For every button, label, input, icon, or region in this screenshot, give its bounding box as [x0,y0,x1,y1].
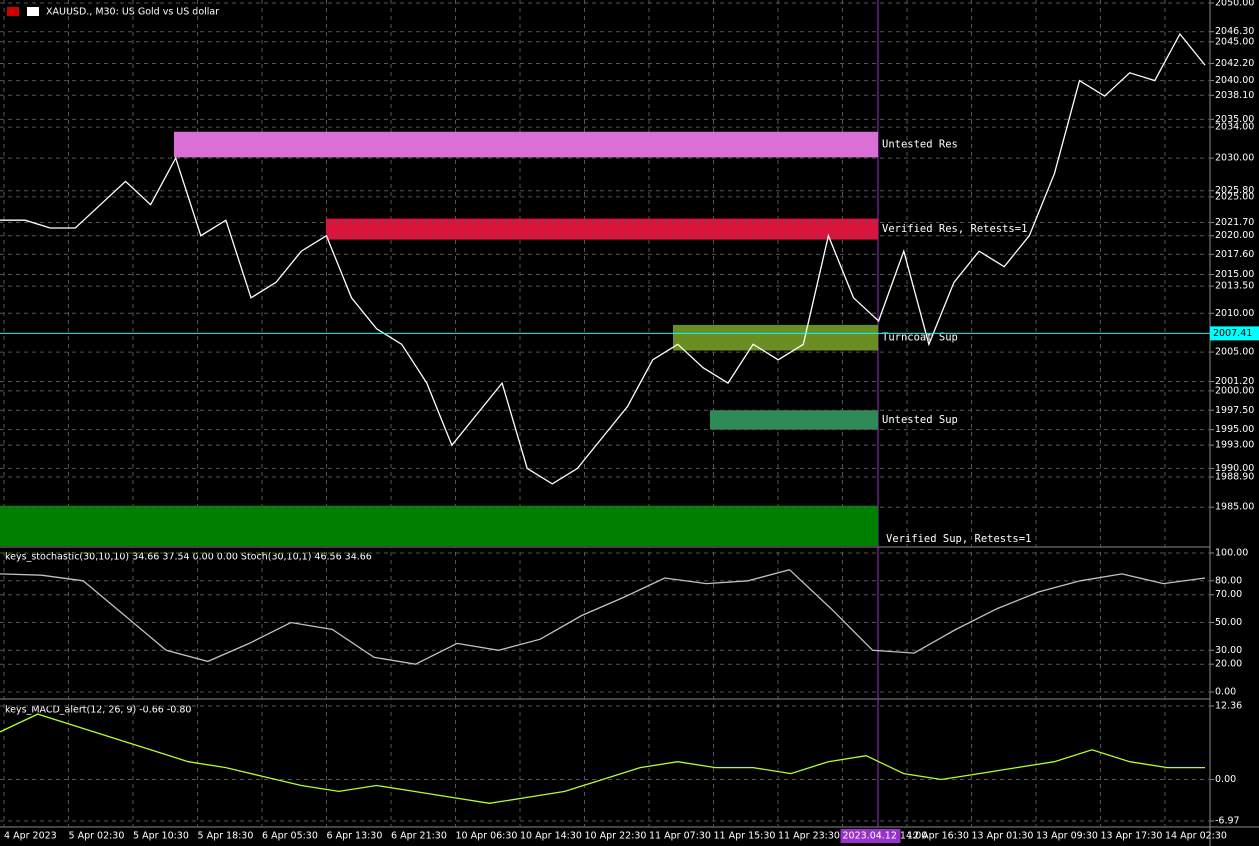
y-tick-label: 1995.00 [1215,424,1254,435]
panel-title: keys_MACD_alert(12, 26, 9) -0.66 -0.80 [5,705,191,716]
x-tick-label: 13 Apr 01:30 [972,831,1034,842]
y-tick-label: 2045.00 [1215,36,1254,47]
time-highlight [840,829,901,843]
y-tick-label: 0.00 [1215,774,1236,785]
zone-label: Turncoat Sup [882,332,958,344]
x-tick-label: 2023.04.12 14:00 [843,831,928,842]
current-price-label: 2007.41 [1213,328,1252,339]
stoch-line [0,568,1206,665]
y-tick-label: 1993.00 [1215,440,1254,451]
y-tick-label: 1990.00 [1215,463,1254,474]
y-tick-label: 1997.50 [1215,405,1254,416]
price-line [0,32,1206,485]
y-tick-label: 2025.80 [1215,185,1254,196]
y-tick-label: 20.00 [1215,659,1242,670]
y-tick-label: 2000.00 [1215,385,1254,396]
y-tick-label: 2001.20 [1215,376,1254,387]
zone-label: Verified Res, Retests=1 [882,223,1027,235]
zone [673,324,878,351]
x-tick-label: 5 Apr 10:30 [133,831,189,842]
y-tick-label: 2035.00 [1215,114,1254,125]
icon [27,7,39,16]
x-tick-label: 10 Apr 06:30 [456,831,518,842]
x-tick-label: 13 Apr 09:30 [1036,831,1098,842]
y-tick-label: 2025.00 [1215,191,1254,202]
x-tick-label: 6 Apr 05:30 [262,831,318,842]
zone [710,410,878,430]
y-tick-label: 1985.00 [1215,502,1254,513]
macd-line [0,713,1205,804]
y-tick-label: 2005.00 [1215,347,1254,358]
y-tick-label: 30.00 [1215,645,1242,656]
y-tick-label: 2017.60 [1215,249,1254,260]
x-tick-label: 5 Apr 02:30 [69,831,125,842]
y-tick-label: 50.00 [1215,617,1242,628]
y-tick-label: 1988.90 [1215,471,1254,482]
x-tick-label: 11 Apr 15:30 [714,831,776,842]
y-tick-label: 80.00 [1215,575,1242,586]
current-price-box [1210,326,1259,341]
y-tick-label: 0.00 [1215,687,1236,698]
y-tick-label: 12.36 [1215,701,1242,712]
y-tick-label: 2013.50 [1215,281,1254,292]
y-tick-label: 2050.00 [1215,0,1254,9]
zone-label: Untested Sup [882,414,958,426]
x-tick-label: 11 Apr 07:30 [649,831,711,842]
panel-title: keys_stochastic(30,10,10) 34.66 37.54 0.… [5,552,372,563]
zone [326,218,878,240]
x-tick-label: 6 Apr 13:30 [327,831,383,842]
zone [174,131,878,158]
y-tick-label: -6.97 [1215,816,1240,827]
y-tick-label: 70.00 [1215,589,1242,600]
y-tick-label: 2015.00 [1215,269,1254,280]
zone-label: Verified Sup, Retests=1 [886,533,1031,545]
x-tick-label: 14 Apr 02:30 [1165,831,1227,842]
y-tick-label: 2034.00 [1215,122,1254,133]
y-tick-label: 2021.70 [1215,217,1254,228]
y-tick-label: 2042.20 [1215,58,1254,69]
y-tick-label: 2040.00 [1215,75,1254,86]
x-tick-label: 6 Apr 21:30 [391,831,447,842]
y-tick-label: 2030.00 [1215,153,1254,164]
zone-label: Untested Res [882,139,958,151]
x-tick-label: 12 Apr 16:30 [907,831,969,842]
x-tick-label: 13 Apr 17:30 [1101,831,1163,842]
icon [7,7,19,16]
zone [0,505,878,546]
y-tick-label: 100.00 [1215,548,1248,559]
x-tick-label: 4 Apr 2023 [4,831,57,842]
y-tick-label: 2010.00 [1215,308,1254,319]
y-tick-label: 2038.10 [1215,90,1254,101]
x-tick-label: 10 Apr 22:30 [585,831,647,842]
x-tick-label: 5 Apr 18:30 [198,831,254,842]
y-tick-label: 2020.00 [1215,230,1254,241]
x-tick-label: 10 Apr 14:30 [520,831,582,842]
y-tick-label: 2046.30 [1215,26,1254,37]
x-tick-label: 11 Apr 23:30 [778,831,840,842]
